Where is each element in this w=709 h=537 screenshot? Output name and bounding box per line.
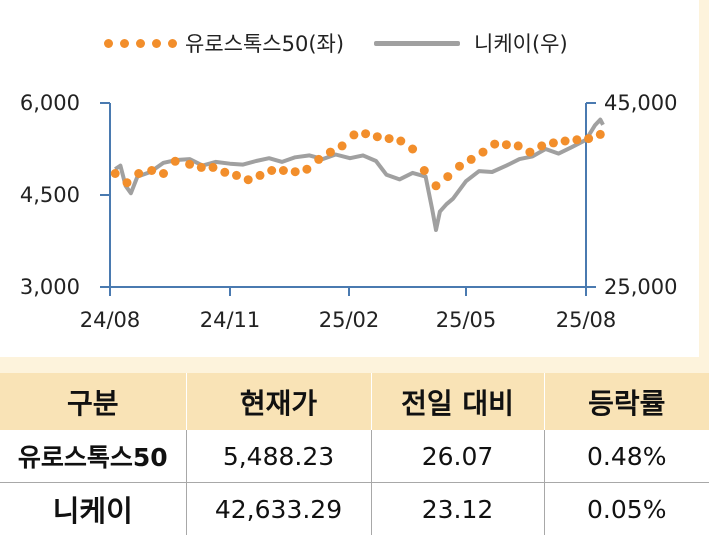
header-rate: 등락률	[543, 373, 709, 430]
data-point-eurostoxx	[243, 175, 253, 185]
legend: 유로스톡스50(좌) 니케이(우)	[104, 26, 568, 60]
x-tick-label-2411: 24/11	[200, 308, 261, 332]
data-point-eurostoxx	[548, 138, 558, 148]
legend-item-eurostoxx: 유로스톡스50(좌)	[104, 28, 344, 58]
left-tick-label-3000: 3,000	[20, 275, 80, 299]
row-rate: 0.48%	[543, 430, 709, 483]
data-point-eurostoxx	[525, 147, 535, 157]
data-point-eurostoxx	[337, 141, 347, 151]
series-line-nikkei	[114, 117, 605, 232]
row-rate: 0.05%	[543, 482, 709, 535]
data-point-eurostoxx	[134, 169, 144, 178]
right-tick-label-25000: 25,000	[604, 275, 677, 299]
legend-label-nikkei: 니케이(우)	[474, 32, 568, 56]
data-point-eurostoxx	[408, 144, 418, 154]
left-tick-label-4500: 4,500	[20, 183, 80, 207]
chart-panel: 6,000 4,500 3,000 45,000 25,000 24/08 24…	[0, 0, 699, 357]
legend-label-eurostoxx: 유로스톡스50(좌)	[185, 32, 345, 56]
data-point-eurostoxx	[584, 134, 594, 144]
x-tick-label-2408: 24/08	[80, 308, 141, 332]
legend-item-nikkei: 니케이(우)	[374, 28, 568, 58]
header-change: 전일 대비	[370, 373, 544, 430]
data-point-eurostoxx	[290, 167, 300, 177]
data-point-eurostoxx	[537, 141, 547, 151]
x-tick-label-2505: 25/05	[436, 308, 497, 332]
row-change: 26.07	[370, 430, 544, 483]
data-point-eurostoxx	[110, 169, 120, 178]
data-point-eurostoxx	[196, 162, 206, 172]
data-point-eurostoxx	[314, 154, 324, 164]
data-point-eurostoxx	[349, 130, 359, 140]
data-point-eurostoxx	[572, 135, 582, 145]
row-name: 유로스톡스50	[17, 443, 168, 472]
data-point-eurostoxx	[267, 166, 277, 175]
data-point-eurostoxx	[419, 166, 429, 175]
data-point-eurostoxx	[325, 147, 335, 157]
data-point-eurostoxx	[501, 140, 511, 150]
data-point-eurostoxx	[396, 136, 406, 146]
data-point-eurostoxx	[232, 170, 241, 180]
row-name: 니케이	[0, 482, 186, 535]
data-point-eurostoxx	[595, 129, 605, 139]
data-point-eurostoxx	[478, 147, 488, 157]
data-point-eurostoxx	[560, 136, 570, 146]
index-table: 구분 현재가 전일 대비 등락률 유로스톡스50 5,488.23 26.07 …	[0, 373, 709, 535]
data-point-eurostoxx	[490, 139, 500, 149]
table-header-row: 구분 현재가 전일 대비 등락률	[0, 373, 709, 430]
plot-layer	[110, 117, 605, 232]
chart-svg: 6,000 4,500 3,000 45,000 25,000 24/08 24…	[20, 91, 678, 332]
data-point-eurostoxx	[466, 154, 476, 164]
right-tick-label-45000: 45,000	[604, 91, 677, 115]
data-point-eurostoxx	[513, 141, 523, 151]
left-tick-label-6000: 6,000	[20, 91, 80, 115]
data-point-eurostoxx	[455, 161, 464, 171]
header-category: 구분	[0, 373, 186, 430]
header-price: 현재가	[185, 373, 371, 430]
data-point-eurostoxx	[431, 181, 441, 191]
data-point-eurostoxx	[278, 166, 288, 175]
data-point-eurostoxx	[185, 159, 195, 169]
index-table-area: 구분 현재가 전일 대비 등락률 유로스톡스50 5,488.23 26.07 …	[0, 373, 709, 537]
data-point-eurostoxx	[443, 172, 453, 182]
data-point-eurostoxx	[220, 167, 230, 177]
data-point-eurostoxx	[170, 156, 180, 166]
data-point-eurostoxx	[208, 162, 218, 172]
row-price: 42,633.29	[185, 482, 371, 535]
data-point-eurostoxx	[159, 169, 168, 178]
legend-dotted-swatch	[104, 38, 177, 48]
x-tick-label-2508: 25/08	[556, 308, 617, 332]
legend-line-swatch	[374, 40, 461, 46]
row-change: 23.12	[370, 482, 544, 535]
table-row: 니케이 42,633.29 23.12 0.05%	[0, 482, 709, 535]
row-price: 5,488.23	[185, 430, 371, 483]
table-row: 유로스톡스50 5,488.23 26.07 0.48%	[0, 430, 709, 483]
data-point-eurostoxx	[147, 166, 157, 175]
data-point-eurostoxx	[372, 132, 382, 142]
data-point-eurostoxx	[302, 164, 312, 174]
data-point-eurostoxx	[361, 129, 371, 139]
data-point-eurostoxx	[255, 170, 265, 180]
data-point-eurostoxx	[122, 178, 132, 188]
data-point-eurostoxx	[384, 134, 394, 144]
x-tick-label-2502: 25/02	[319, 308, 380, 332]
